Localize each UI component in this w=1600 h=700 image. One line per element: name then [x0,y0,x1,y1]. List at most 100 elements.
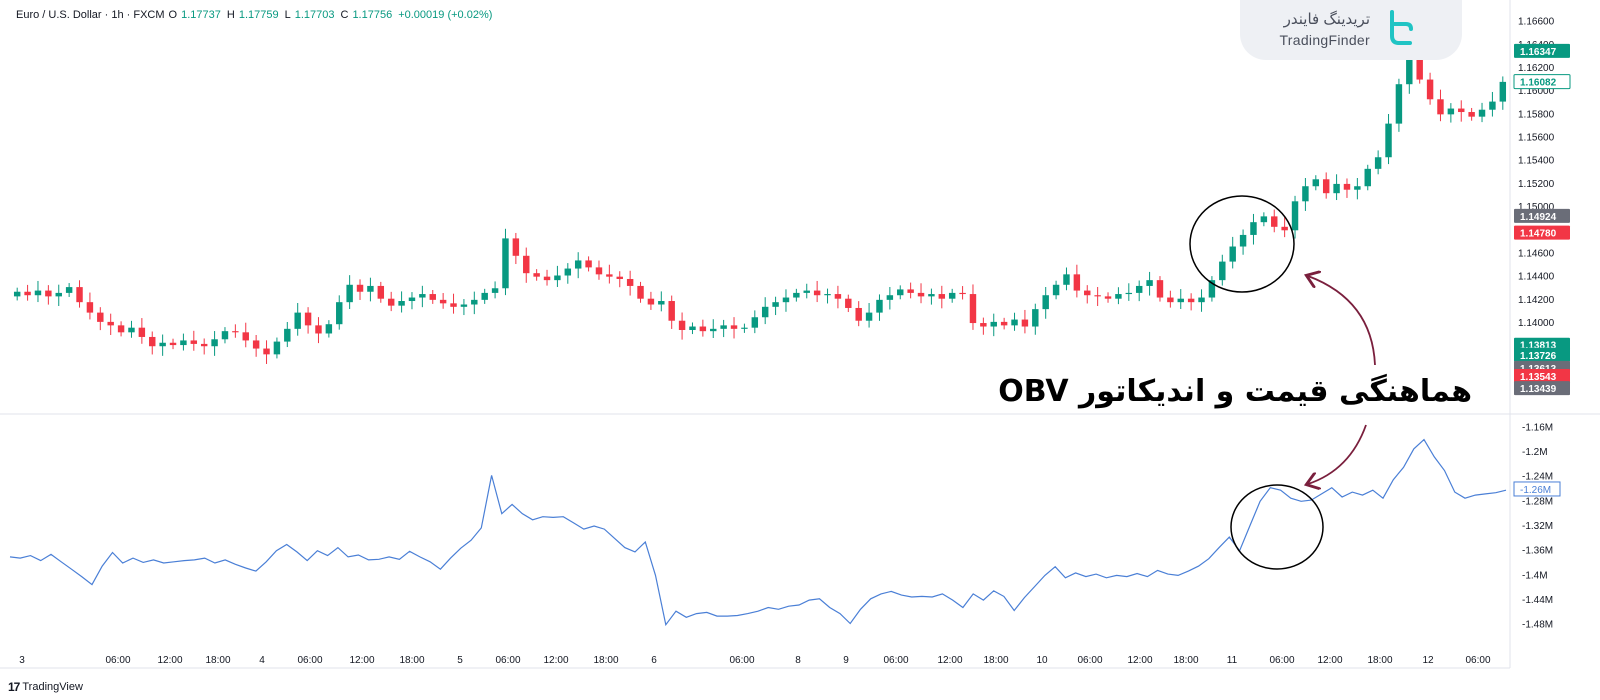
candle [346,275,353,310]
candle [502,228,509,296]
obv-axis-tick: -1.24M [1522,472,1553,483]
candle-body [1052,284,1060,296]
candle [1302,178,1309,211]
price-axis-tick: 1.15400 [1518,156,1555,167]
time-axis-tick: 12:00 [937,655,962,666]
candle-body [439,299,447,304]
candle-body [1437,99,1444,115]
candle [1478,102,1486,123]
time-axis-tick: 12:00 [157,655,182,666]
candle [647,291,655,310]
candle [221,327,229,344]
candle-body [419,294,426,298]
obv-tag-label: -1.26M [1520,485,1551,496]
candle-body [876,299,883,313]
candle-body [1354,186,1361,190]
candle [1437,89,1444,122]
candle [1229,236,1236,269]
candle-body [1042,295,1049,310]
candle [803,283,810,299]
arrow-to-obv-icon [1308,424,1367,484]
candle [1042,286,1049,319]
candle [554,265,561,287]
candle [741,323,748,333]
candle [938,285,946,309]
time-axis-tick: 12 [1422,655,1434,666]
candle-body [481,292,488,300]
candle [658,291,665,312]
candle-body [1312,179,1320,187]
candle [273,337,281,359]
candle-body [1125,292,1133,295]
price-axis-tick: 1.15200 [1518,179,1555,190]
candle [1489,91,1496,117]
candle [845,294,852,313]
candle [149,331,156,355]
tradingfinder-logo-icon [1390,10,1413,45]
candle [1156,276,1164,302]
time-axis-tick: 11 [1227,655,1238,666]
candle-body [315,325,322,334]
candle [294,302,301,336]
candle [969,284,977,330]
candle [1187,293,1195,311]
candle-body [647,298,655,305]
candle [1094,286,1101,306]
candle [356,279,364,300]
candle [86,292,94,320]
candle-body [1281,226,1288,231]
price-tag-box [1514,381,1570,396]
candle [24,284,31,301]
candle-body [356,284,364,292]
legend-symbol[interactable]: Euro / U.S. Dollar · 1h · FXCM [16,9,165,21]
candle [242,322,249,348]
price-axis-tick: 1.16000 [1518,86,1555,97]
candle-body [1271,216,1278,227]
candle-body [782,297,790,303]
candle [1219,254,1226,286]
candle [200,338,208,355]
price-tag-box [1514,347,1570,362]
candle [813,280,821,303]
candle-body [897,289,904,296]
candle [865,302,873,328]
candle-body [284,328,291,342]
obv-axis-tick: -1.36M [1522,546,1553,557]
candle [1250,213,1257,245]
legend-open-value: 1.17737 [181,9,221,21]
candle [1447,103,1455,123]
candle [65,283,73,297]
candle-body [294,312,301,329]
candle [159,334,166,356]
tradingview-branding[interactable]: 17 TradingView [8,680,83,694]
price-tag: 1.13439 [1514,381,1570,396]
candle-body [845,298,852,308]
tradingview-name: TradingView [22,681,83,693]
candle-body [65,287,73,293]
candle [782,289,790,312]
legend-close-value: 1.17756 [352,9,393,21]
price-tag: 1.13726 [1514,347,1570,362]
time-axis-tick: 18:00 [1367,655,1392,666]
candle-body [710,328,717,332]
candle-body [367,285,374,292]
candle [1208,276,1216,302]
candle [751,310,759,334]
candle [263,340,270,364]
candle [668,295,675,329]
obv-axis-tick: -1.28M [1522,496,1553,507]
candle [616,271,623,288]
candle [97,307,104,331]
candle-body [730,325,738,329]
legend-change-value: +0.00019 (+0.02%) [398,9,493,21]
candle [1052,280,1060,300]
candle-body [637,285,644,299]
candle-body [969,294,977,324]
obv-axis-tick: -1.2M [1522,447,1548,458]
candle [1281,217,1288,238]
candle-body [741,327,748,329]
candle-body [1416,58,1423,80]
candle [1426,72,1434,105]
time-axis-tick: 18:00 [399,655,424,666]
